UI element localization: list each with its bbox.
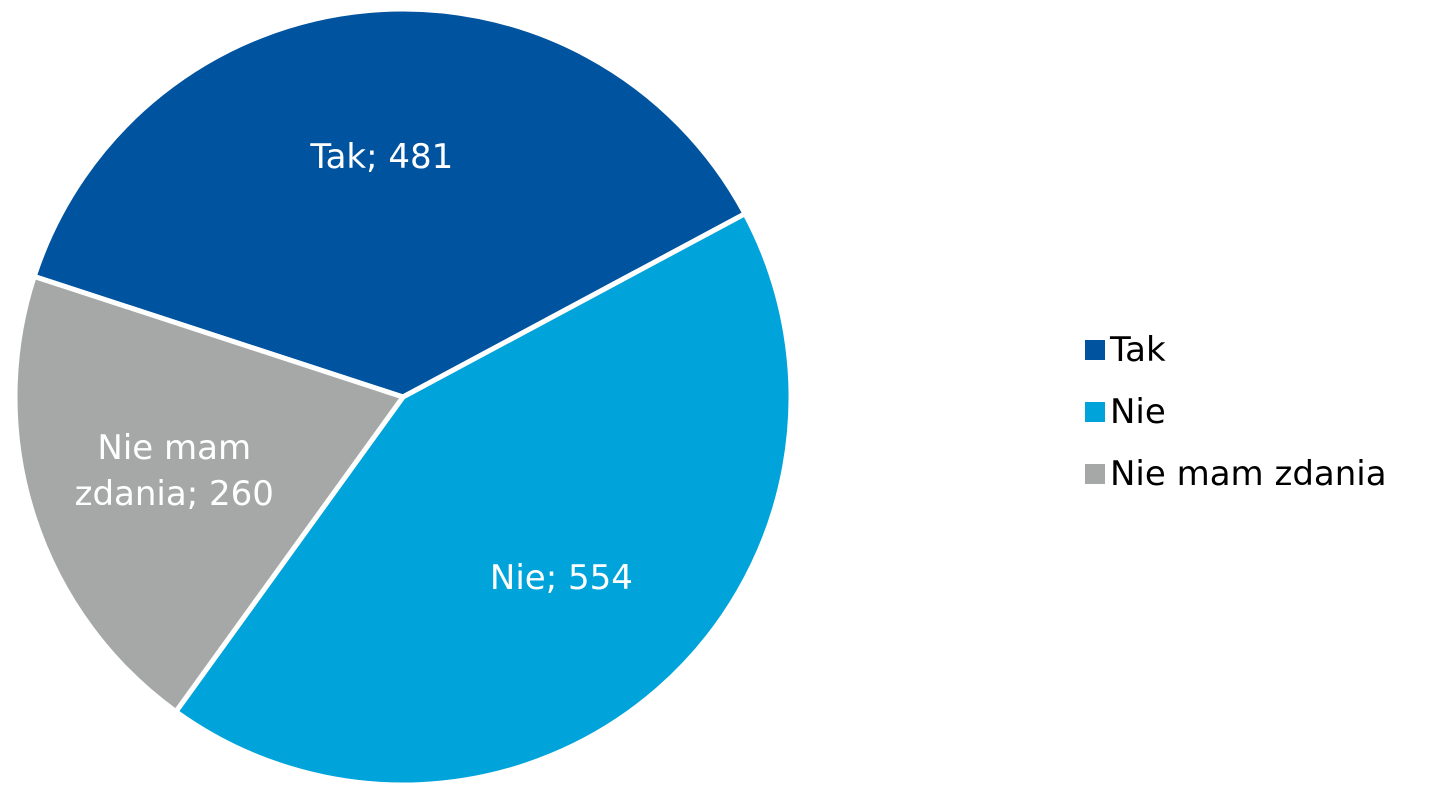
data-label: Nie mam zdania; 260 — [74, 428, 274, 515]
legend-label: Nie — [1110, 392, 1166, 432]
legend-swatch — [1085, 464, 1105, 484]
legend-swatch — [1085, 340, 1105, 360]
data-label: Nie; 554 — [489, 558, 633, 599]
data-label: Tak; 481 — [310, 137, 454, 178]
legend-swatch — [1085, 402, 1105, 422]
pie-slice — [172, 210, 794, 787]
pie-slice — [12, 273, 408, 716]
pie-slice — [31, 6, 749, 400]
legend-label: Nie mam zdania — [1110, 454, 1387, 494]
legend-label: Tak — [1110, 330, 1166, 370]
